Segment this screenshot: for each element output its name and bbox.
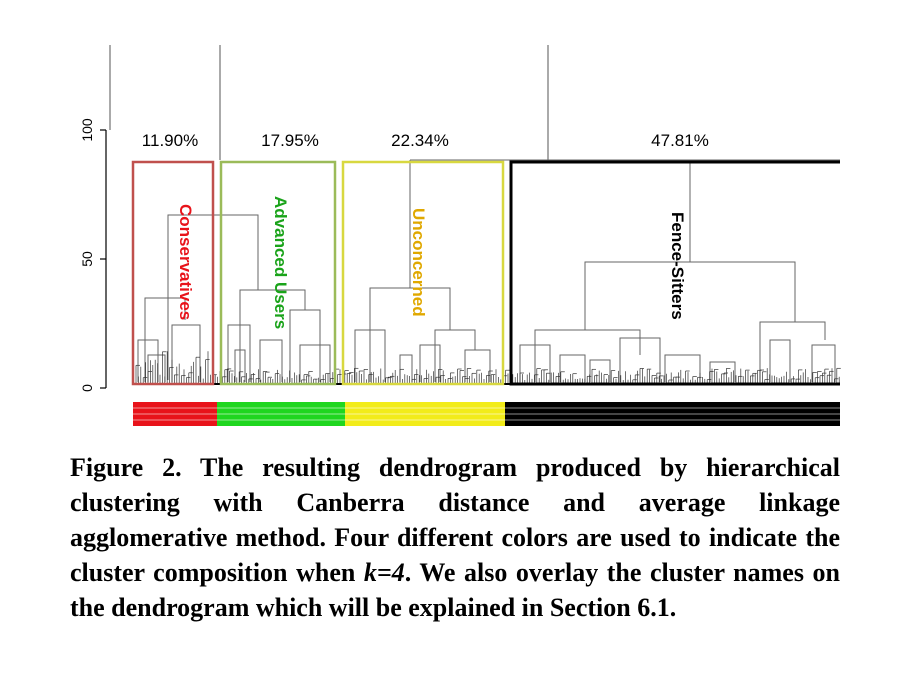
figure-caption: Figure 2. The resulting dendrogram produ…: [70, 450, 840, 625]
label-fence-sitters: Fence-Sitters: [668, 212, 687, 320]
box-unconcerned: [341, 160, 505, 386]
cluster-names: Conservatives Advanced Users Unconcerned…: [176, 196, 687, 329]
percent-advanced-users: 17.95%: [261, 131, 319, 150]
color-bars: [133, 402, 840, 426]
percent-fence-sitters: 47.81%: [651, 131, 709, 150]
y-tick-0: 0: [79, 384, 95, 392]
label-conservatives: Conservatives: [176, 204, 195, 320]
y-tick-50: 50: [79, 251, 95, 267]
dendrogram-figure: 0 50 100 11.90% 17.95% 22.34% 47.81%: [79, 45, 841, 426]
label-unconcerned: Unconcerned: [409, 208, 428, 317]
box-advanced-users: [219, 160, 337, 386]
caption-suffix: . We also overlay the cluster names on t…: [70, 558, 840, 622]
y-tick-100: 100: [79, 118, 95, 142]
cluster-percentages: 11.90% 17.95% 22.34% 47.81%: [142, 131, 709, 150]
y-axis: 0 50 100: [79, 118, 107, 392]
caption-prefix: Figure 2. The resulting dendrogram produ…: [70, 453, 840, 587]
caption-k: k=4: [363, 558, 405, 587]
dendrogram-structure: [137, 159, 840, 382]
dendrogram-top-branches: [109, 45, 549, 160]
percent-conservatives: 11.90%: [142, 131, 198, 150]
box-conservatives: [131, 160, 215, 386]
percent-unconcerned: 22.34%: [391, 131, 449, 150]
label-advanced-users: Advanced Users: [271, 196, 290, 329]
box-fence-sitters: [509, 160, 840, 386]
cluster-boxes: [131, 160, 840, 386]
